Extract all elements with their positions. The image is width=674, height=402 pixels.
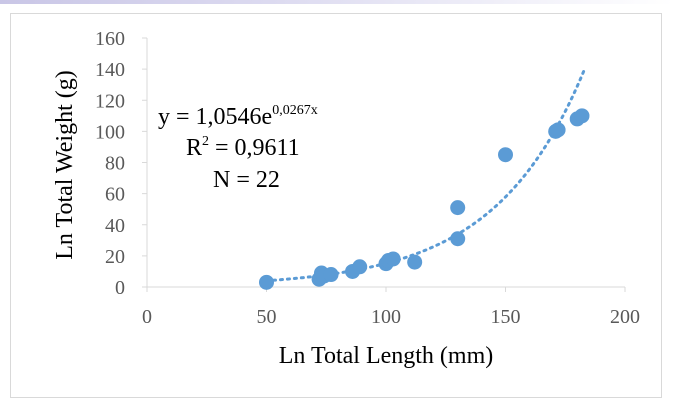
data-point [550, 122, 566, 138]
data-point [323, 267, 339, 283]
trendline-curve [265, 68, 586, 283]
data-point [498, 147, 513, 163]
x-tick-label: 0 [142, 306, 152, 328]
data-point [407, 254, 423, 270]
y-tick-label: 60 [105, 184, 125, 206]
y-tick-label: 40 [105, 215, 125, 237]
top-accent-bar [0, 0, 674, 4]
data-point [450, 200, 466, 216]
r-squared-label: R2 = 0,9611 [186, 134, 300, 161]
equation-exponent: 0,0267x [272, 103, 318, 118]
data-point [574, 108, 590, 124]
y-tick-label: 120 [95, 90, 125, 112]
data-point [352, 259, 368, 275]
y-tick-label: 0 [115, 277, 125, 299]
y-tick-label: 80 [105, 153, 125, 175]
r-squared-prefix: R [186, 135, 202, 161]
x-tick-label: 50 [257, 306, 277, 328]
y-tick-label: 140 [95, 59, 125, 81]
sample-size-label: N = 22 [213, 167, 280, 193]
x-tick-label: 150 [491, 306, 521, 328]
r-squared-superscript: 2 [202, 134, 209, 149]
data-point [259, 274, 274, 290]
equation-base: y = 1,0546e [158, 104, 272, 130]
data-point [450, 231, 466, 247]
points-layer [259, 108, 590, 290]
equation-label: y = 1,0546e0,0267x [158, 103, 318, 130]
y-tick-label: 100 [95, 121, 125, 143]
chart-area-border [10, 13, 662, 398]
axes-layer: 0 50 100 150 200 0 20 40 60 80 100 120 140 160 [95, 28, 640, 328]
y-axis-title: Ln Total Weight (g) [52, 70, 78, 259]
x-tick-label: 100 [371, 306, 401, 328]
r-squared-value: = 0,9611 [209, 135, 300, 161]
y-tick-label: 160 [95, 28, 125, 50]
trendline-layer [265, 68, 586, 283]
data-point [385, 251, 401, 267]
y-tick-label: 20 [105, 246, 125, 268]
x-tick-label: 200 [610, 306, 640, 328]
x-axis-title: Ln Total Length (mm) [279, 343, 494, 369]
